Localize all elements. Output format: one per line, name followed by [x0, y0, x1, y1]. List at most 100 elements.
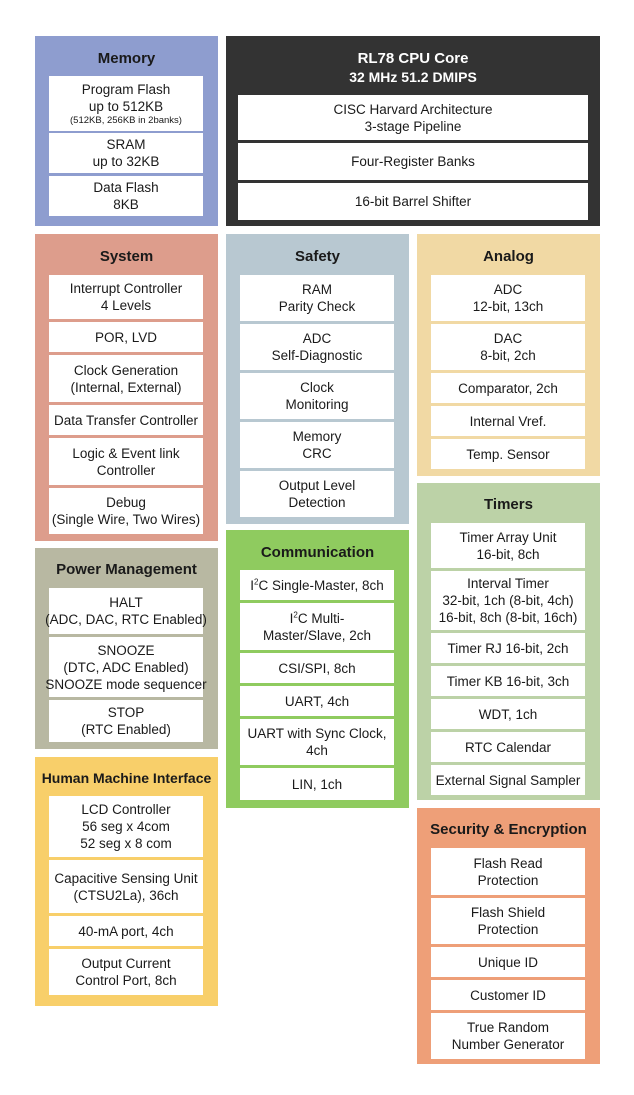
cpu-item: 16-bit Barrel Shifter — [238, 183, 588, 220]
item-line: Customer ID — [470, 987, 546, 1003]
hmi-item: Capacitive Sensing Unit (CTSU2La), 36ch — [49, 860, 203, 913]
item-line: 4ch — [306, 743, 328, 758]
item-line: SNOOZE — [97, 642, 155, 658]
item-line: SRAM — [106, 137, 146, 152]
hmi-title: Human Machine Interface — [41, 770, 212, 786]
hmi-item: 40-mA port, 4ch — [49, 916, 203, 946]
analog-item: Internal Vref. — [431, 406, 585, 436]
hmi-item: Output Current Control Port, 8ch — [49, 949, 203, 995]
item-line: Protection — [477, 922, 539, 937]
cpu-item: Four-Register Banks — [238, 143, 588, 180]
item-note: (512KB, 256KB in 2banks) — [70, 114, 182, 126]
memory-item: Program Flash up to 512KB (512KB, 256KB in… — [49, 76, 203, 131]
item-line: Master/Slave, 2ch — [262, 627, 372, 643]
item-line: Four-Register Banks — [351, 154, 475, 169]
power-item: HALT (ADC, DAC, RTC Enabled) — [45, 588, 207, 634]
item-line: Detection — [288, 495, 346, 510]
item-line: 8-bit, 2ch — [480, 348, 536, 363]
timers-title: Timers — [484, 496, 533, 513]
analog-item: Comparator, 2ch — [431, 373, 585, 403]
power-management-panel: Power Management HALT (ADC, DAC, RTC Enab… — [35, 548, 218, 749]
item-line: 40-mA port, 4ch — [78, 923, 174, 939]
item-line: DAC — [493, 331, 523, 346]
item-line: 52 seg x 8 com — [80, 836, 172, 851]
item-line: Data Flash — [93, 180, 159, 195]
item-line: Temp. Sensor — [466, 446, 550, 462]
item-line: RTC Calendar — [464, 739, 552, 755]
item-line: I2C Multi- — [289, 610, 345, 626]
item-line: ADC — [493, 282, 523, 297]
item-line: Output Current — [81, 956, 171, 971]
item-line: True Random — [466, 1020, 550, 1035]
item-line: Self-Diagnostic — [271, 348, 363, 363]
timers-item: External Signal Sampler — [431, 765, 585, 795]
item-line: up to 512KB — [88, 98, 164, 114]
cpu-subtitle: 32 MHz 51.2 DMIPS — [349, 69, 477, 85]
communication-item: UART with Sync Clock, 4ch — [240, 719, 394, 765]
item-line: Program Flash — [81, 81, 171, 97]
item-line: SNOOZE mode sequencer — [45, 676, 207, 692]
item-line: 16-bit Barrel Shifter — [354, 194, 472, 209]
power-title: Power Management — [56, 561, 197, 578]
item-line: (CTSU2La), 36ch — [73, 887, 179, 903]
analog-item: DAC 8-bit, 2ch — [431, 324, 585, 370]
item-line: up to 32KB — [92, 154, 160, 169]
item-line: (DTC, ADC Enabled) — [63, 659, 189, 675]
item-line: LIN, 1ch — [291, 776, 343, 792]
communication-item: CSI/SPI, 8ch — [240, 653, 394, 683]
hmi-item: LCD Controller 56 seg x 4com 52 seg x 8 co… — [49, 796, 203, 857]
timers-panel: Timers Timer Array Unit 16-bit, 8ch Inter… — [417, 483, 600, 800]
timers-item: RTC Calendar — [431, 732, 585, 762]
power-item: STOP (RTC Enabled) — [49, 700, 203, 742]
item-line: Interval Timer — [467, 576, 549, 591]
communication-item: UART, 4ch — [240, 686, 394, 716]
item-line: STOP — [107, 705, 145, 720]
item-line: Clock Generation — [73, 362, 179, 378]
safety-item: ADC Self-Diagnostic — [240, 324, 394, 370]
security-item: Flash Shield Protection — [431, 898, 585, 944]
item-line: Control Port, 8ch — [75, 973, 177, 988]
item-line: 16-bit, 8ch (8-bit, 16ch) — [438, 610, 578, 625]
item-line: UART, 4ch — [284, 693, 350, 709]
item-line: 12-bit, 13ch — [472, 299, 544, 314]
item-line: Timer KB 16-bit, 3ch — [446, 673, 570, 689]
item-line: Unique ID — [477, 954, 539, 970]
system-panel: System Interrupt Controller 4 Levels POR,… — [35, 234, 218, 541]
hmi-panel: Human Machine Interface LCD Controller 56… — [35, 757, 218, 1006]
safety-item: Memory CRC — [240, 422, 394, 468]
item-line: UART with Sync Clock, — [247, 726, 387, 741]
item-line: WDT, 1ch — [478, 706, 538, 722]
cpu-title: RL78 CPU Core — [357, 50, 469, 67]
item-line: Data Transfer Controller — [53, 412, 199, 428]
system-item: Interrupt Controller 4 Levels — [49, 275, 203, 319]
cpu-item: CISC Harvard Architecture 3-stage Pipelin… — [238, 95, 588, 140]
safety-panel: Safety RAM Parity Check ADC Self-Diagnosti… — [226, 234, 409, 524]
system-item: Debug (Single Wire, Two Wires) — [49, 488, 203, 534]
analog-title: Analog — [483, 248, 534, 265]
timers-item: Interval Timer 32-bit, 1ch (8-bit, 4ch) 16… — [431, 571, 585, 630]
security-item: Unique ID — [431, 947, 585, 977]
communication-item: LIN, 1ch — [240, 768, 394, 800]
item-line: Comparator, 2ch — [458, 380, 558, 396]
security-title: Security & Encryption — [430, 821, 587, 838]
memory-item: Data Flash 8KB — [49, 176, 203, 216]
system-item: Logic & Event link Controller — [49, 438, 203, 485]
item-line: 4 Levels — [100, 298, 152, 313]
system-item: POR, LVD — [49, 322, 203, 352]
item-line: RAM — [302, 282, 332, 297]
item-line: I2C Single-Master, 8ch — [250, 577, 384, 593]
system-item: Data Transfer Controller — [49, 405, 203, 435]
item-line: Capacitive Sensing Unit — [54, 870, 198, 886]
item-line: LCD Controller — [81, 802, 171, 817]
safety-item: Output Level Detection — [240, 471, 394, 517]
safety-item: Clock Monitoring — [240, 373, 394, 419]
item-line: POR, LVD — [94, 329, 157, 345]
item-line: Parity Check — [278, 299, 356, 314]
item-line: External Signal Sampler — [435, 772, 581, 788]
security-item: Flash Read Protection — [431, 848, 585, 895]
item-line: (Single Wire, Two Wires) — [51, 512, 201, 527]
analog-item: ADC 12-bit, 13ch — [431, 275, 585, 321]
communication-item: I2C Multi- Master/Slave, 2ch — [240, 603, 394, 650]
communication-title: Communication — [260, 544, 375, 561]
item-line: Interrupt Controller — [69, 281, 183, 296]
